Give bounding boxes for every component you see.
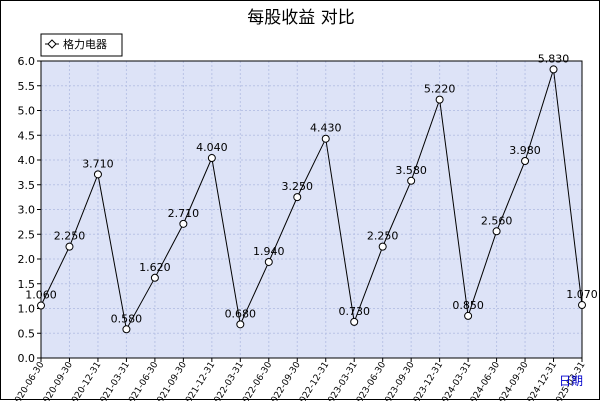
data-point <box>293 193 302 202</box>
data-point <box>578 301 586 310</box>
chart-title: 每股收益 对比 <box>247 8 355 28</box>
data-point <box>37 301 45 310</box>
legend-marker-icon <box>47 39 57 49</box>
x-tick-label: 2020-06-30 <box>10 360 46 401</box>
data-point <box>521 156 530 165</box>
data-label: 2.560 <box>481 214 513 227</box>
data-point <box>65 242 74 251</box>
data-label: 3.250 <box>282 180 314 193</box>
legend-label: 格力电器 <box>63 37 107 51</box>
y-tick-label: 3.0 <box>18 204 36 217</box>
data-label: 4.430 <box>310 122 342 135</box>
data-label: 0.850 <box>452 299 484 312</box>
data-point <box>207 154 216 163</box>
data-point <box>407 176 416 185</box>
data-label: 2.250 <box>367 230 399 243</box>
plot-border <box>40 60 583 359</box>
data-label: 1.070 <box>566 288 598 301</box>
data-label: 0.680 <box>225 307 257 320</box>
data-point <box>93 170 102 179</box>
data-label: 1.060 <box>25 289 57 302</box>
data-point <box>378 242 387 251</box>
data-point <box>549 65 558 74</box>
data-label: 0.580 <box>111 312 143 325</box>
data-point <box>236 320 245 329</box>
data-label: 0.730 <box>338 305 370 318</box>
data-point <box>435 95 444 104</box>
data-point <box>350 317 359 326</box>
x-axis-title: 日期 <box>559 374 583 388</box>
y-tick-label: 5.0 <box>18 105 36 118</box>
data-label: 1.620 <box>139 261 171 274</box>
data-point <box>122 325 131 334</box>
data-point <box>150 273 159 282</box>
data-label: 3.710 <box>82 157 114 170</box>
y-tick-label: 0.5 <box>18 327 36 340</box>
y-tick-label: 5.5 <box>18 80 36 93</box>
data-point <box>264 257 273 266</box>
data-point <box>179 219 188 228</box>
legend-box <box>40 33 123 57</box>
data-label: 3.580 <box>395 164 427 177</box>
data-label: 2.710 <box>168 207 200 220</box>
data-label: 4.040 <box>196 141 228 154</box>
plot-area <box>41 61 582 358</box>
series-line <box>40 69 583 331</box>
y-tick-label: 4.5 <box>18 129 36 142</box>
y-tick-label: 4.0 <box>18 154 36 167</box>
data-label: 1.940 <box>253 245 285 258</box>
data-label: 5.220 <box>424 83 456 96</box>
y-tick-label: 3.5 <box>18 179 36 192</box>
data-label: 2.250 <box>54 230 86 243</box>
data-label: 5.830 <box>538 52 570 65</box>
y-tick-label: 6.0 <box>18 55 36 68</box>
data-point <box>321 134 330 143</box>
y-tick-label: 2.0 <box>18 253 36 266</box>
y-tick-label: 1.5 <box>18 278 36 291</box>
data-label: 3.980 <box>509 144 541 157</box>
y-tick-label: 0.0 <box>18 352 36 365</box>
data-point <box>492 227 501 236</box>
y-tick-label: 1.0 <box>18 303 36 316</box>
y-tick-label: 2.5 <box>18 228 36 241</box>
data-point <box>464 311 473 320</box>
